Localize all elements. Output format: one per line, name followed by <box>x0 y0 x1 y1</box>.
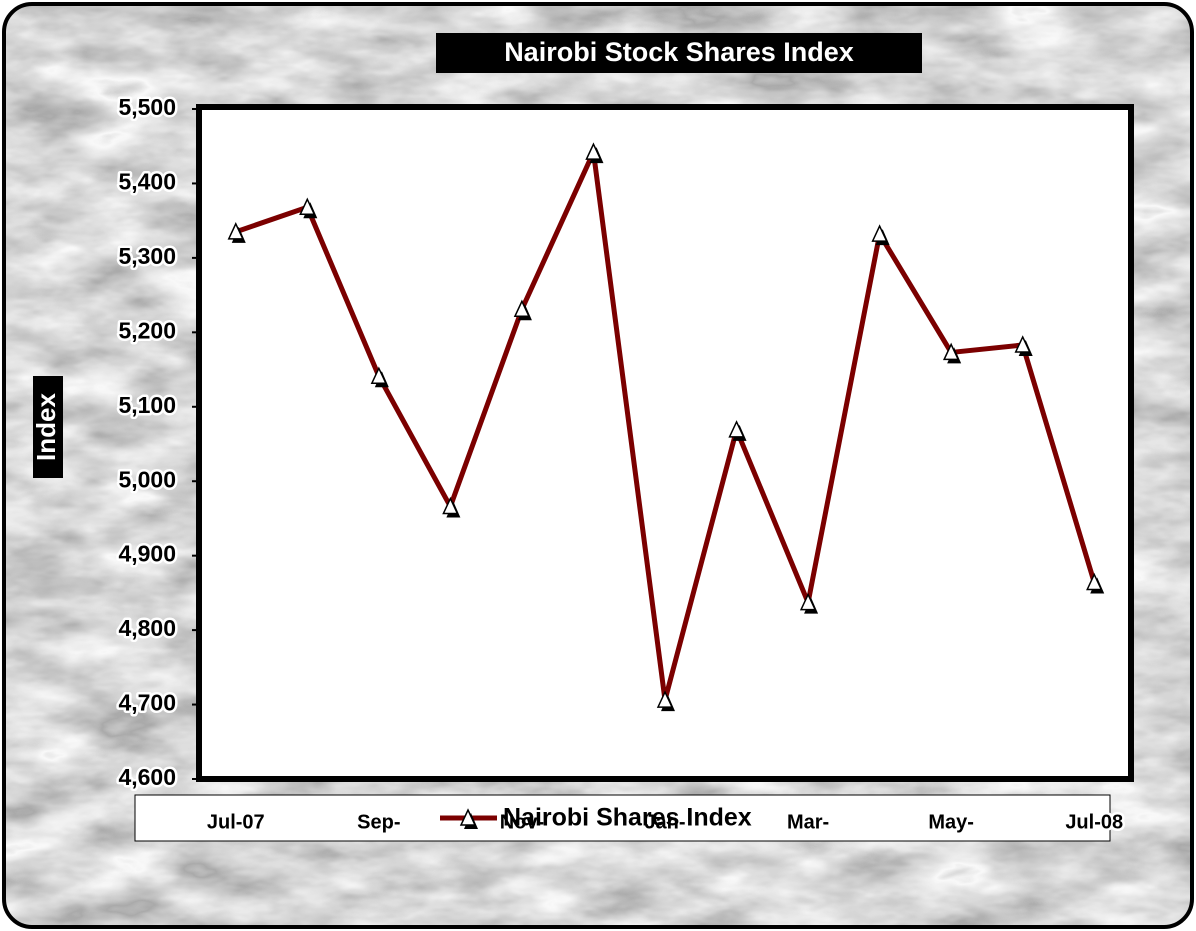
point <box>585 142 602 160</box>
x-tick-label: Jul-07 <box>207 811 265 833</box>
title-bg <box>436 33 922 73</box>
point <box>942 342 960 361</box>
point <box>227 222 244 240</box>
x-tick-label: Mar- <box>787 811 829 833</box>
point <box>799 592 817 611</box>
x-tick-label: Nov- <box>500 811 544 833</box>
y-tick-label: 4,600 <box>118 764 176 790</box>
chart-title: Nairobi Stock Shares Index <box>504 37 854 67</box>
plot-area <box>196 104 1134 782</box>
legend-marker <box>459 808 477 826</box>
y-tick-label: 5,200 <box>118 317 176 343</box>
legend-box <box>134 794 1111 842</box>
legend-label: Nairobi Shares Index <box>503 804 752 832</box>
point <box>513 299 531 318</box>
y-tick-label: 5,300 <box>118 243 176 269</box>
y-label-bg <box>33 376 63 478</box>
y-tick-label: 5,100 <box>118 392 176 418</box>
y-tick-label: 4,900 <box>118 541 176 567</box>
point <box>299 197 316 216</box>
y-tick-label: 4,800 <box>118 615 176 641</box>
y-tick-label: 5,400 <box>118 169 176 195</box>
y-tick-label: 5,500 <box>118 94 176 120</box>
x-tick-label: Jan- <box>644 811 685 833</box>
point <box>370 366 388 385</box>
y-tick-label: 4,700 <box>118 690 176 716</box>
y-axis-label: Index <box>31 393 61 461</box>
x-tick-label: May- <box>928 811 974 833</box>
y-tick-label: 5,000 <box>118 466 176 492</box>
x-tick-label: Jul-08 <box>1065 811 1123 833</box>
point <box>1086 572 1103 591</box>
point <box>656 690 674 708</box>
point <box>442 496 459 515</box>
point <box>871 224 888 242</box>
x-tick-label: Sep- <box>357 811 400 833</box>
point <box>728 420 745 438</box>
point <box>1014 335 1031 353</box>
